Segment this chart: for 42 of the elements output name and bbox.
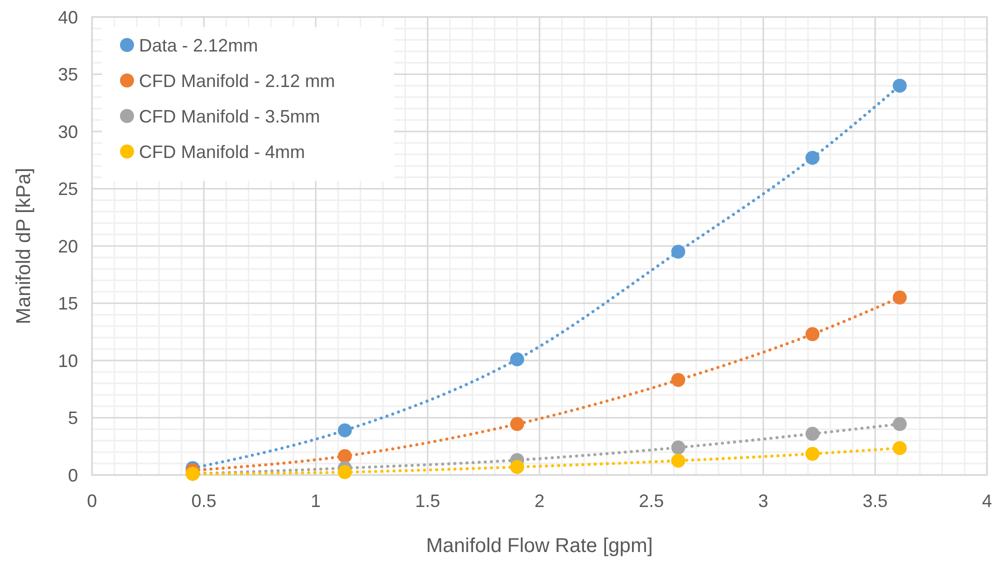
x-tick-label: 3.5 — [862, 491, 888, 511]
point — [892, 290, 907, 305]
point — [805, 327, 820, 342]
legend-label: CFD Manifold - 4mm — [139, 142, 306, 162]
x-tick-label: 0 — [86, 491, 98, 511]
y-tick-label: 25 — [58, 179, 78, 200]
point — [338, 423, 352, 438]
x-tick-label: 3 — [758, 491, 768, 511]
point — [892, 417, 907, 432]
x-tick-label: 2 — [534, 491, 545, 511]
point — [671, 440, 686, 455]
point — [338, 465, 352, 480]
y-tick-label: 0 — [68, 465, 78, 486]
point — [510, 352, 524, 366]
y-tick-label: 15 — [58, 294, 78, 314]
x-tick-label: 1.5 — [415, 491, 440, 511]
point — [805, 150, 820, 165]
point — [338, 449, 352, 464]
y-tick-label: 20 — [58, 236, 78, 256]
point — [671, 244, 686, 259]
point — [892, 78, 907, 93]
y-axis-title: Manifold dP [kPa] — [13, 168, 35, 324]
y-tick-label: 5 — [68, 408, 78, 428]
point — [892, 441, 907, 456]
legend-label: Data - 2.12mm — [139, 35, 258, 56]
point — [510, 417, 524, 432]
x-tick-label: 1 — [310, 491, 321, 511]
y-tick-label: 40 — [58, 7, 78, 28]
x-tick-label: 2.5 — [638, 491, 664, 511]
y-tick-label: 10 — [58, 350, 78, 371]
legend-label: CFD Manifold - 2.12 mm — [139, 70, 336, 91]
y-tick-label: 35 — [58, 64, 78, 85]
point — [671, 454, 686, 468]
legend-label: CFD Manifold - 3.5mm — [139, 106, 320, 126]
point — [805, 426, 820, 441]
y-tick-label: 30 — [58, 122, 78, 142]
x-axis-title: Manifold Flow Rate [gpm] — [426, 535, 653, 557]
point — [510, 460, 524, 474]
point — [671, 372, 686, 387]
x-tick-label: 0.5 — [191, 491, 216, 511]
point — [805, 446, 820, 461]
x-tick-label: 4 — [982, 491, 992, 511]
